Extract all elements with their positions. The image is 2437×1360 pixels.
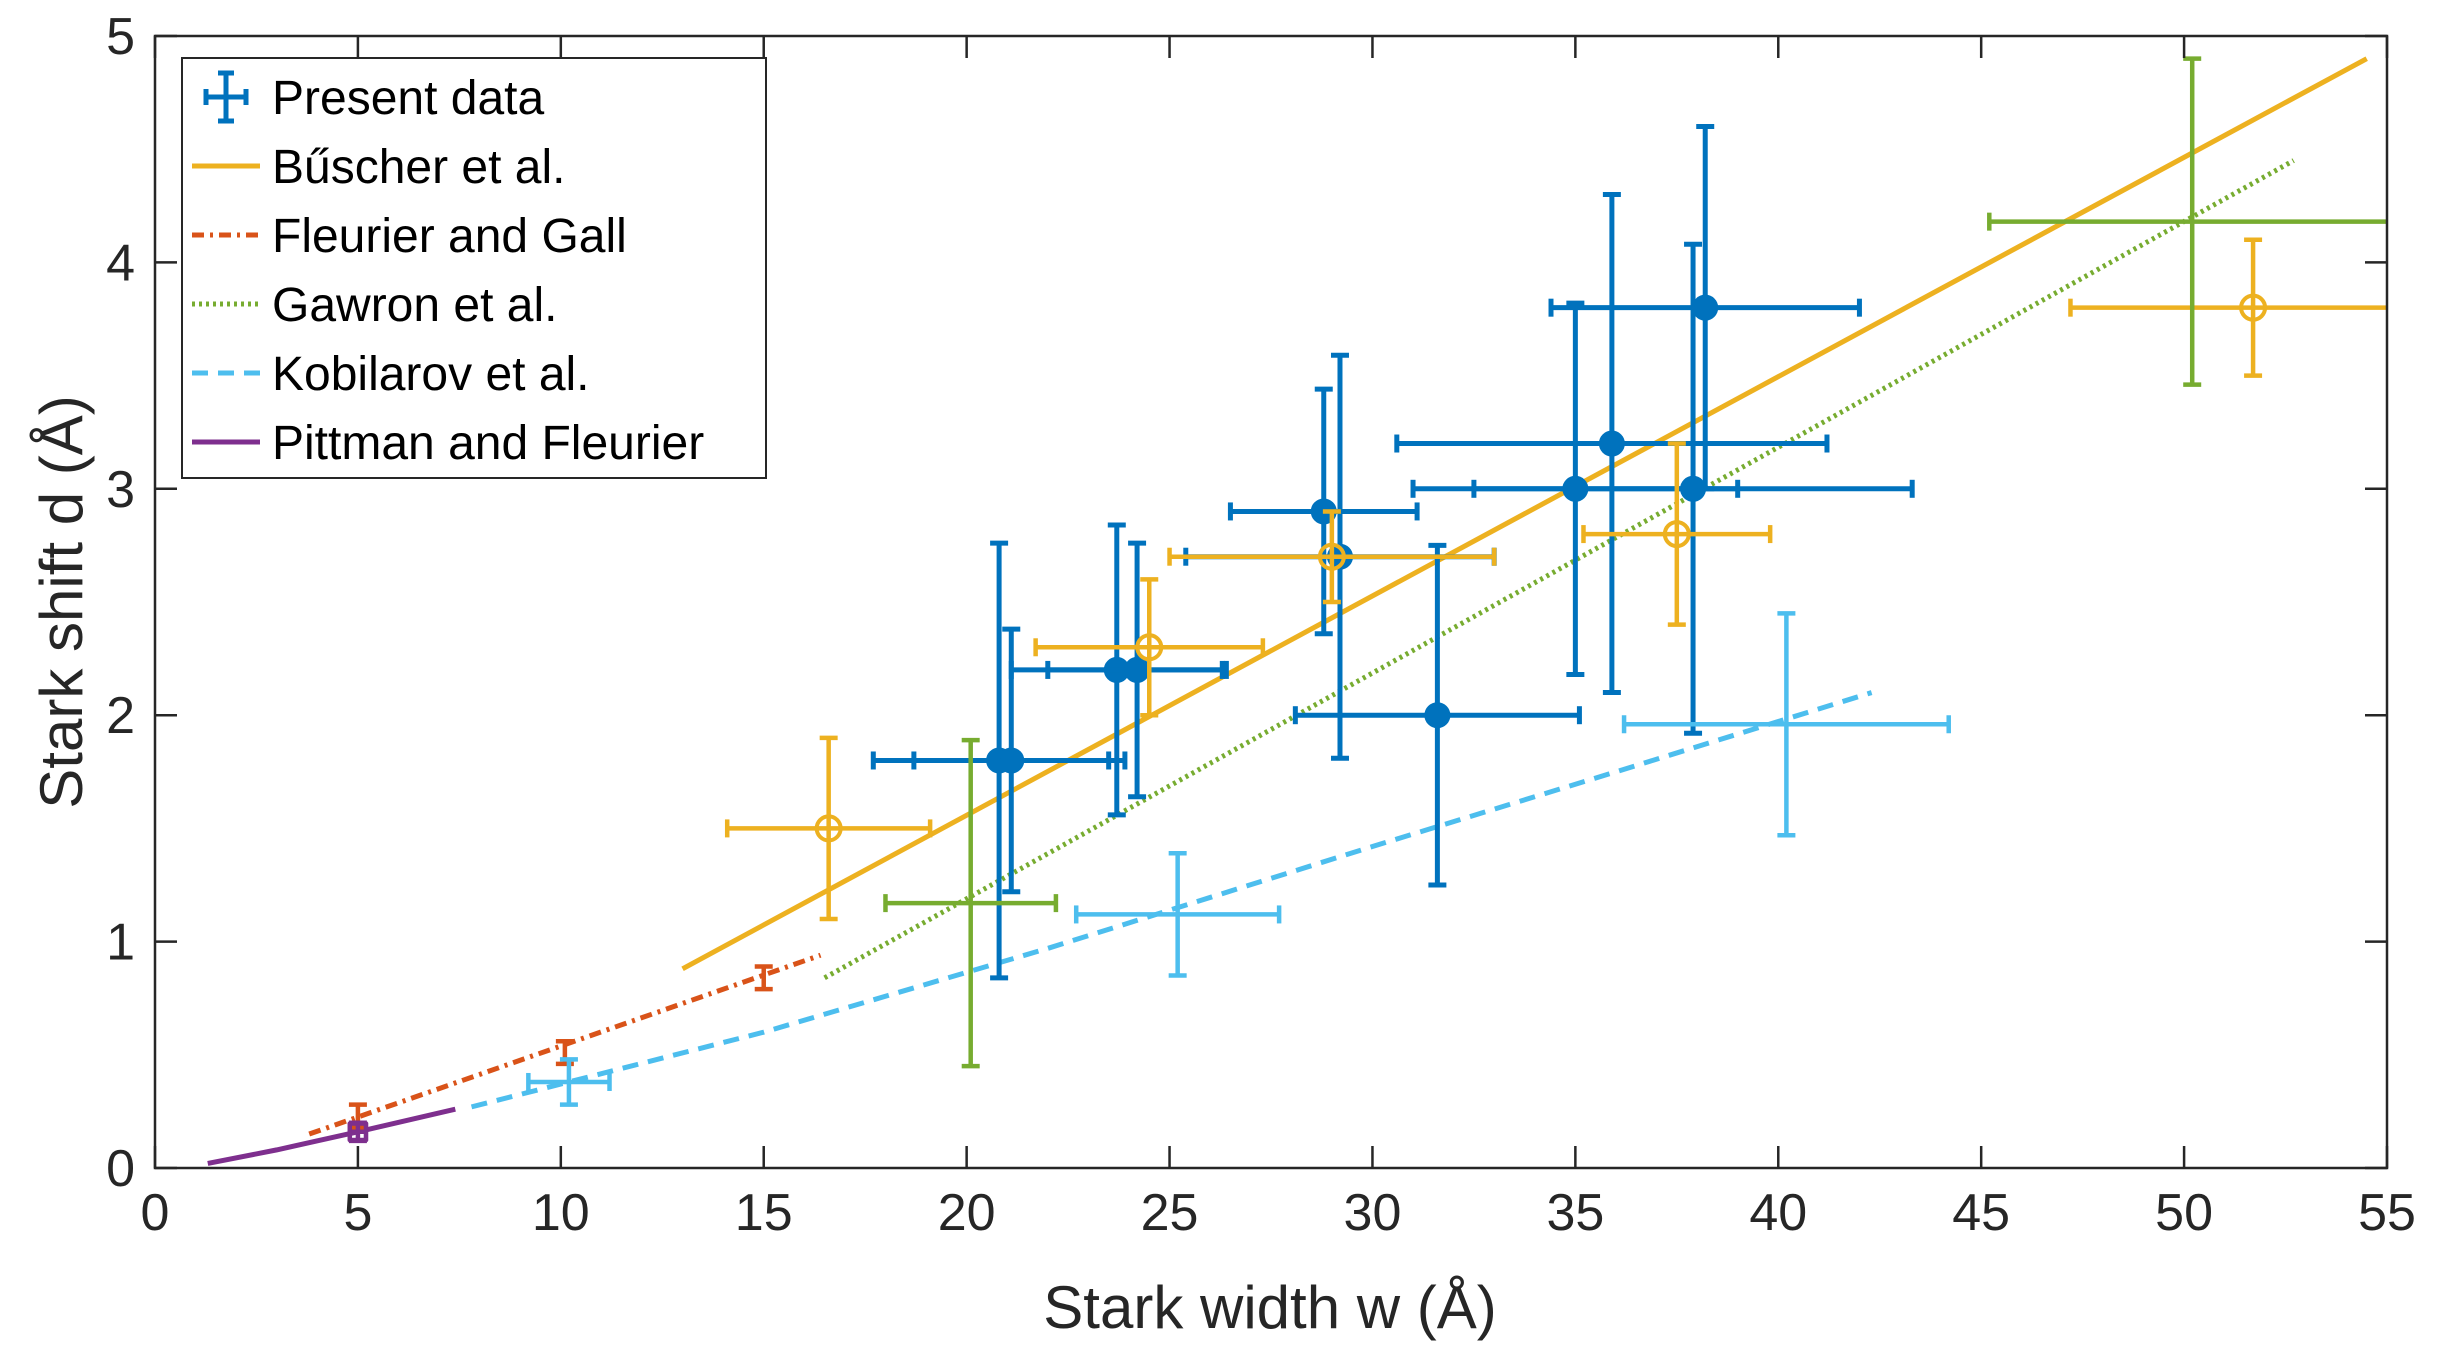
x-tick-label: 30 — [1344, 1184, 1402, 1242]
point-marker — [1124, 656, 1151, 683]
y-tick-label: 1 — [106, 914, 135, 972]
x-tick-label: 20 — [938, 1184, 996, 1242]
plot-frame — [153, 34, 2389, 1170]
legend-label: Bűscher et al. — [272, 141, 565, 194]
legend-label: Gawron et al. — [272, 279, 557, 332]
x-tick-label: 40 — [1749, 1184, 1807, 1242]
data-point — [1548, 124, 1862, 492]
data-point — [1292, 542, 1582, 888]
legend: Present data Bűscher et al. Fleurier and G… — [181, 57, 767, 479]
x-tick-label: 45 — [1952, 1184, 2010, 1242]
point-marker — [814, 814, 843, 843]
data-point — [2068, 237, 2387, 378]
legend-entry: Fleurier and Gall — [192, 210, 627, 263]
point-marker — [1135, 633, 1164, 662]
point-marker — [347, 1121, 368, 1142]
legend-label: Fleurier and Gall — [272, 210, 627, 263]
legend-label: Kobilarov et al. — [272, 348, 590, 401]
x-tick-label: 0 — [141, 1184, 170, 1242]
legend-label: Pittman and Fleurier — [272, 417, 704, 470]
legend-entry: Pittman and Fleurier — [192, 417, 704, 470]
legend-label: Present data — [272, 72, 544, 125]
data-point — [754, 964, 773, 992]
data-point — [1987, 56, 2387, 387]
series-line-kobilarov-et-al- — [470, 690, 1873, 1110]
x-tick-label: 25 — [1141, 1184, 1199, 1242]
point-marker — [1317, 542, 1346, 571]
y-axis-label: Stark shift d (Å) — [28, 395, 95, 808]
y-tick-label: 5 — [106, 8, 135, 66]
x-tick-label: 10 — [532, 1184, 590, 1242]
data-point — [883, 737, 1059, 1069]
data-point — [1045, 540, 1229, 800]
legend-entry: Present data — [203, 70, 544, 125]
legend-box — [181, 57, 767, 479]
x-tick-label: 15 — [735, 1184, 793, 1242]
data-point — [1471, 241, 1915, 736]
legend-entry: Gawron et al. — [192, 279, 557, 332]
y-tick-label: 0 — [106, 1140, 135, 1198]
x-tick-label: 50 — [2155, 1184, 2213, 1242]
point-marker — [2239, 293, 2268, 322]
y-tick-label: 3 — [106, 461, 135, 519]
point-marker — [1692, 294, 1719, 321]
series-line-pittman-and-fleurier — [207, 1106, 456, 1166]
x-tick-label: 35 — [1546, 1184, 1604, 1242]
data-point — [1394, 191, 1830, 696]
series-line-gawron-et-al- — [823, 158, 2295, 981]
data-point — [526, 1057, 612, 1107]
x-tick-label: 5 — [343, 1184, 372, 1242]
point-marker — [1424, 702, 1451, 729]
point-marker — [1598, 430, 1625, 457]
data-point — [1581, 441, 1773, 627]
data-layer — [207, 56, 2387, 1166]
y-tick-label: 2 — [106, 687, 135, 745]
data-point — [347, 1120, 369, 1144]
data-point — [1073, 851, 1282, 978]
data-point — [1621, 611, 1951, 838]
series-line-b-scher-et-al- — [681, 56, 2368, 971]
data-point — [1167, 509, 1497, 605]
x-axis-label: Stark width w (Å) — [1043, 1274, 1496, 1341]
point-marker — [1662, 520, 1691, 549]
point-marker — [998, 747, 1025, 774]
y-tick-label: 4 — [106, 234, 135, 292]
legend-entry: Kobilarov et al. — [192, 348, 590, 401]
legend-entry: Bűscher et al. — [192, 141, 565, 194]
x-tick-label: 55 — [2358, 1184, 2416, 1242]
data-point — [1033, 577, 1266, 718]
plot-area — [207, 56, 2387, 1166]
data-point — [724, 735, 933, 922]
